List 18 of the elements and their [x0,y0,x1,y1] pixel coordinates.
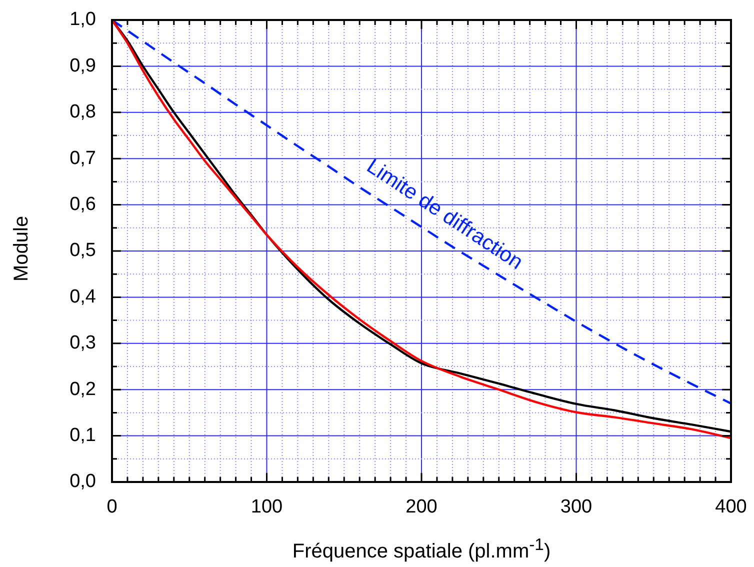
y-tick-label: 0,5 [70,240,96,262]
y-axis-title: Module [10,216,34,282]
x-axis-title: Fréquence spatiale (pl.mm$^{-1}$) [291,535,552,564]
y-tick-label: 0,4 [70,286,96,308]
x-tick-label: 0 [106,496,118,518]
y-tick-label: 0,2 [70,378,96,400]
y-tick-label: 0,0 [70,471,96,492]
y-tick-label: 0,9 [70,55,96,76]
x-tick-label: 200 [406,496,438,518]
y-tick-label: 0,3 [70,332,96,354]
y-tick-label: 0,1 [70,425,96,446]
x-tick-label: 300 [560,496,592,518]
x-tick-label: 100 [250,496,283,518]
y-tick-label: 0,8 [70,102,96,123]
x-tick-label: 400 [715,496,747,518]
y-tick-label: 0,6 [70,194,96,216]
y-tick-label: 1,0 [70,9,96,30]
y-tick-label: 0,7 [70,148,96,169]
